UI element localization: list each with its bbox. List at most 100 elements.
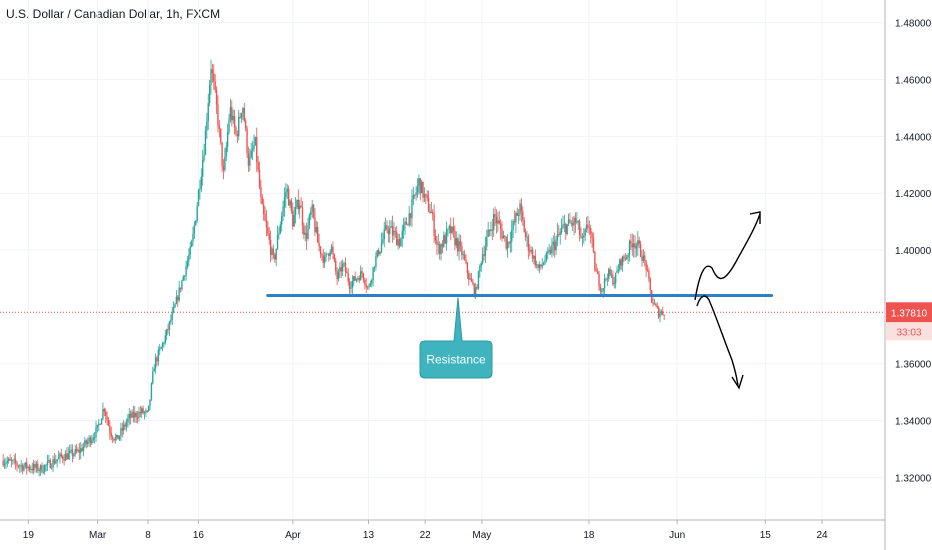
candle-body (371, 279, 373, 284)
y-tick-label: 1.36000 (895, 360, 932, 371)
candle-body (23, 466, 25, 471)
candle-body (519, 203, 521, 215)
candle-body (92, 437, 94, 440)
candle-body (335, 260, 337, 272)
candle-body (305, 232, 308, 239)
candle-body (280, 216, 283, 225)
candle-body (52, 459, 54, 468)
candle-body (232, 115, 234, 121)
candle-body (484, 246, 487, 257)
candle-body (170, 320, 172, 322)
candle-body (64, 453, 67, 461)
candle-body (57, 456, 60, 460)
candle-body (375, 256, 377, 267)
candle-body (240, 113, 243, 118)
candle-body (479, 266, 481, 272)
resistance-callout-label: Resistance (426, 353, 486, 367)
candle-body (231, 107, 233, 121)
candle-body (20, 465, 22, 467)
candle-body (96, 424, 99, 428)
candle-body (197, 190, 200, 206)
candle-body (481, 254, 484, 263)
candle-body (286, 188, 288, 193)
candle-body (594, 251, 596, 270)
candle-body (639, 243, 642, 257)
candle-body (459, 240, 462, 247)
candle-body (73, 454, 75, 457)
candle-body (542, 263, 545, 265)
candle-body (434, 235, 437, 241)
candle-body (656, 305, 658, 308)
candle-body (591, 233, 593, 239)
candle-body (508, 241, 510, 244)
candle-body (213, 73, 215, 82)
candle-body (369, 283, 372, 286)
candle-body (632, 243, 635, 248)
candle-body (68, 450, 71, 454)
candle-body (355, 278, 358, 281)
candle-body (193, 225, 196, 234)
candle-body (376, 250, 379, 257)
candle-body (251, 149, 254, 151)
candle-body (462, 254, 464, 256)
candle-body (102, 408, 104, 419)
candle-body (346, 271, 348, 274)
candle-body (103, 408, 106, 412)
candle-body (609, 269, 611, 276)
candle-body (297, 199, 300, 210)
candle-body (16, 463, 18, 466)
candle-body (304, 232, 306, 235)
candle-body (217, 104, 219, 126)
candle-body (75, 449, 78, 452)
candle-body (80, 448, 82, 453)
candle-body (599, 286, 602, 292)
candle-body (660, 311, 663, 314)
candle-body (501, 229, 503, 239)
candle-body (110, 433, 112, 437)
candle-body (571, 223, 574, 226)
candle-body (138, 411, 140, 418)
candle-body (498, 220, 500, 224)
candle-body (63, 459, 65, 461)
candle-body (567, 219, 570, 225)
candle-body (494, 214, 496, 217)
candle-body (106, 416, 108, 420)
candle-body (373, 266, 376, 268)
candle-body (257, 162, 259, 170)
candle-body (308, 214, 311, 226)
candle-body (440, 244, 442, 255)
candle-body (617, 269, 620, 271)
candle-body (242, 107, 244, 114)
candle-body (111, 436, 114, 439)
candle-body (425, 194, 427, 195)
candle-body (28, 466, 31, 470)
candle-body (98, 423, 100, 425)
candle-body (311, 204, 313, 212)
x-tick-label: Jun (669, 530, 685, 541)
candle-body (657, 307, 660, 318)
candle-body (511, 230, 513, 242)
y-tick-label: 1.46000 (895, 76, 932, 87)
candle-body (448, 225, 451, 229)
candle-body (610, 274, 613, 276)
candle-body (451, 226, 453, 234)
candle-body (211, 69, 214, 74)
candle-body (423, 194, 426, 198)
candle-body (414, 194, 416, 196)
candle-body (220, 128, 222, 143)
candle-body (279, 224, 282, 234)
candle-body (341, 263, 344, 272)
candle-body (396, 232, 398, 246)
candle-body (333, 254, 336, 261)
candle-body (160, 347, 162, 349)
candle-body (580, 235, 582, 238)
candle-body (452, 226, 455, 231)
candle-body (490, 229, 492, 232)
candle-body (199, 188, 201, 191)
current-price-tag (886, 302, 932, 323)
candle-body (598, 273, 600, 287)
candle-body (154, 357, 157, 369)
resistance-callout (419, 297, 493, 379)
